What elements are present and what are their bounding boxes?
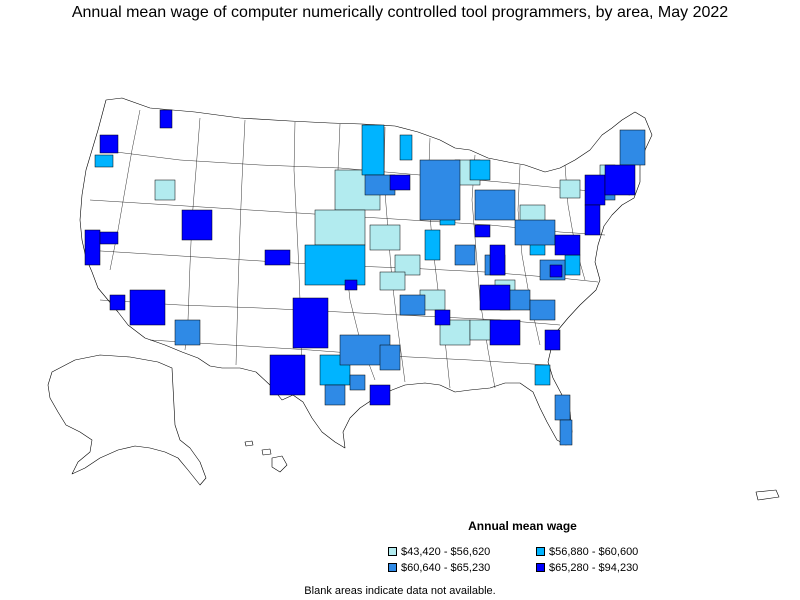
puerto-rico-outline bbox=[755, 489, 780, 501]
legend-label-band-1: $43,420 - $56,620 bbox=[401, 546, 491, 558]
legend-swatch-band-2 bbox=[536, 547, 545, 556]
legend-label-band-4: $65,280 - $94,230 bbox=[549, 562, 639, 574]
wage-area-fills bbox=[84, 109, 646, 446]
map-area-outlines bbox=[47, 97, 780, 501]
wage-band-65280-94230 bbox=[84, 109, 636, 406]
legend-label-band-2: $56,880 - $60,600 bbox=[549, 546, 639, 558]
footnote: Blank areas indicate data not available. bbox=[304, 585, 496, 597]
map-title: Annual mean wage of computer numerically… bbox=[71, 4, 729, 21]
hawaii-big-island-outline bbox=[271, 455, 288, 473]
legend-label-band-3: $60,640 - $65,230 bbox=[401, 562, 491, 574]
hawaii-oahu-outline bbox=[244, 440, 254, 447]
legend-swatch-band-1 bbox=[388, 547, 397, 556]
alaska-outline bbox=[47, 354, 207, 486]
legend-swatch-band-3 bbox=[388, 563, 397, 572]
legend-title: Annual mean wage bbox=[468, 519, 577, 533]
hawaii-maui-outline bbox=[261, 448, 272, 456]
legend-swatch-band-4 bbox=[536, 563, 545, 572]
